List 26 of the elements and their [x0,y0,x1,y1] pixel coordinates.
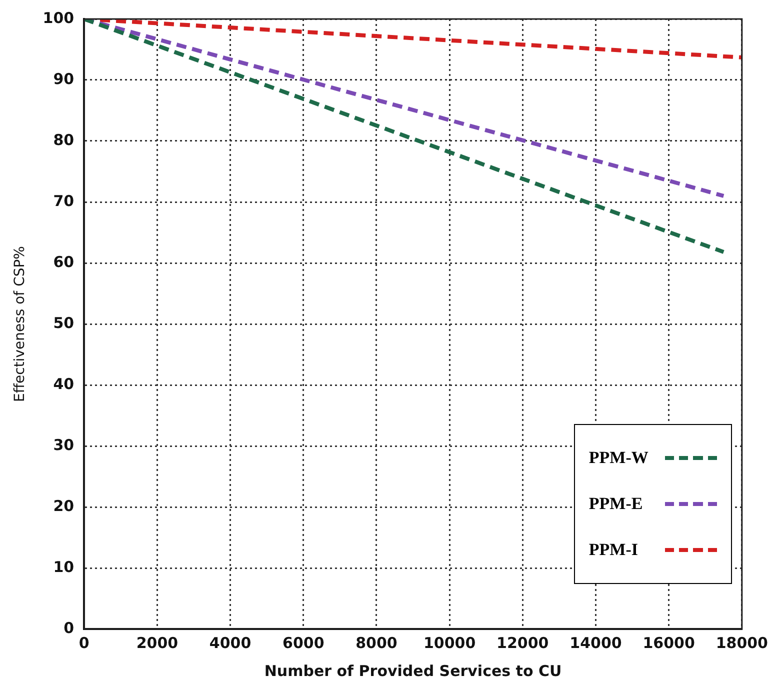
y-tick-label: 100 [42,8,74,27]
x-tick-label: 8000 [356,634,398,652]
y-tick-label: 0 [64,618,74,637]
y-tick-label: 20 [53,496,74,515]
y-tick-label: 60 [53,252,74,271]
y-tick-label: 40 [53,374,74,393]
y-axis-title: Effectiveness of CSP% [12,246,28,402]
y-tick-label: 30 [53,436,74,454]
y-tick-label: 70 [53,192,74,210]
x-tick-label: 14000 [570,634,622,652]
x-axis-title: Number of Provided Services to CU [264,662,562,680]
y-tick-label: 50 [53,314,74,332]
x-tick-label: 2000 [136,634,178,652]
y-tick-label: 10 [53,558,74,576]
legend-label: PPM-I [588,540,639,560]
y-tick-label: 80 [53,130,74,149]
x-tick-label: 10000 [423,634,476,652]
x-tick-label: 16000 [642,634,695,652]
legend-label: PPM-E [588,494,644,514]
y-tick-label: 90 [53,70,74,88]
x-tick-label: 12000 [496,634,549,652]
x-tick-label: 0 [78,634,90,652]
x-tick-label: 4000 [209,634,252,652]
x-tick-label: 18000 [716,634,768,652]
x-tick-label: 6000 [282,634,324,652]
legend-label: PPM-W [588,448,650,468]
